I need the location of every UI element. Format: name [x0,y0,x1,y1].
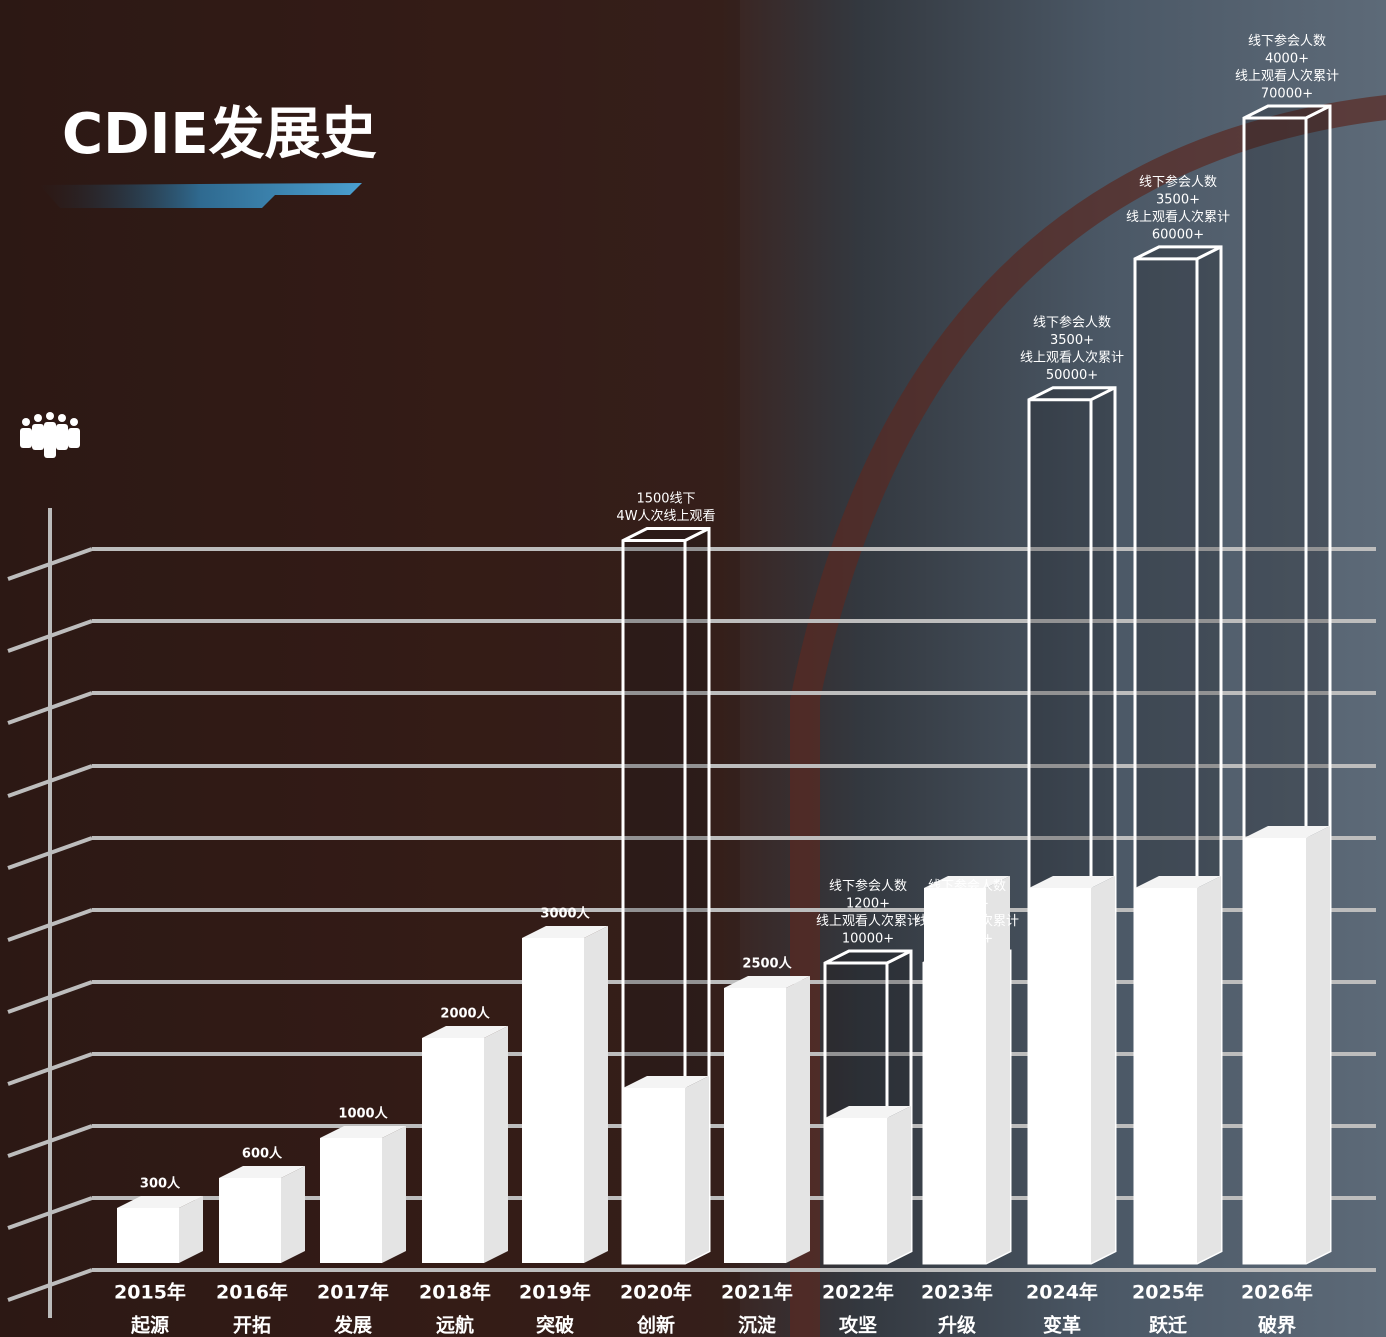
series-name-label: 线下参会人数 [928,878,1006,894]
bar-front [1135,888,1197,1263]
x-tick-label: 2025年 [1132,1281,1204,1304]
stage-label: 突破 [536,1314,574,1337]
series-name-label: 线上观看人次累计 [915,913,1019,929]
value-label: 3500+ [945,897,989,912]
bar-front [724,988,786,1263]
value-label: 1000人 [338,1106,388,1122]
bar-side [281,1166,305,1263]
x-tick-label: 2023年 [921,1281,993,1304]
x-tick-label: 2017年 [317,1281,389,1304]
series-name-label: 线下参会人数 [1033,315,1111,331]
value-label: 2000人 [440,1006,490,1022]
series-name-label: 线下参会人数 [1248,33,1326,49]
value-label: 1200+ [846,897,890,912]
x-tick-label: 2019年 [519,1281,591,1304]
series-name-label: 线上观看人次累计 [816,913,920,929]
offline-bar [724,976,810,1263]
stage-label: 沉淀 [738,1314,777,1337]
value-label: 70000+ [1261,87,1313,102]
value-label: 1500线下 [636,492,695,507]
bar-side [1197,876,1221,1263]
x-tick-label: 2026年 [1241,1281,1313,1304]
offline-bar [320,1126,406,1263]
offline-bar [1135,876,1221,1263]
stage-label: 攻坚 [839,1314,877,1337]
value-label: 4W人次线上观看 [616,508,715,524]
series-name-label: 线下参会人数 [1139,174,1217,190]
value-label: 3000人 [540,906,590,922]
chart-title: CDIE发展史 [62,102,377,167]
value-label: 60000+ [1152,227,1204,242]
value-label: 3500+ [1156,192,1200,207]
bar-side [887,1106,911,1263]
stage-label: 升级 [938,1314,976,1337]
x-tick-label: 2018年 [419,1281,491,1304]
bar-side [1306,826,1330,1263]
offline-bar [825,1106,911,1263]
x-tick-label: 2022年 [822,1281,894,1304]
bar-side [382,1126,406,1263]
bar-side [786,976,810,1263]
stage-label: 变革 [1043,1314,1081,1337]
x-tick-label: 2024年 [1026,1281,1098,1304]
bar-front [1244,838,1306,1263]
bar-front [219,1178,281,1263]
value-label: 10000+ [941,932,993,947]
offline-bar [623,1076,709,1263]
bar-side [484,1026,508,1263]
bar-front [623,1088,685,1263]
bar-front [825,1118,887,1263]
bar-side [1091,876,1115,1263]
bar-front [522,938,584,1263]
offline-bar [117,1196,203,1263]
series-name-label: 线下参会人数 [829,878,907,894]
offline-bar [1244,826,1330,1263]
bar-front [320,1138,382,1263]
stage-label: 跃迁 [1149,1315,1187,1337]
bar-front [117,1208,179,1263]
bar-side [685,1076,709,1263]
series-name-label: 线上观看人次累计 [1235,68,1339,84]
offline-bar [1029,876,1115,1263]
stage-label: 创新 [636,1314,675,1337]
value-label: 10000+ [842,932,894,947]
chart: CDIE发展史 300人 2015年起源 600人 2016年开拓 1000人 2017年… [0,0,1386,1337]
offline-bar [219,1166,305,1263]
stage-label: 起源 [130,1314,169,1337]
page: CDIE发展史 300人 2015年起源 600人 2016年开拓 1000人 2017年… [0,0,1386,1337]
x-tick-label: 2021年 [721,1281,793,1304]
value-label: 4000+ [1265,52,1309,67]
value-label: 50000+ [1046,368,1098,383]
stage-label: 开拓 [233,1314,271,1337]
bar-front [422,1038,484,1263]
stage-label: 破界 [1258,1315,1296,1337]
x-tick-label: 2020年 [620,1281,692,1304]
value-label: 3500+ [1050,333,1094,348]
stage-label: 发展 [333,1314,372,1337]
x-tick-label: 2015年 [114,1281,186,1304]
value-label: 600人 [242,1146,283,1162]
bar-front [1029,888,1091,1263]
stage-label: 远航 [436,1314,474,1337]
bar-side [584,926,608,1263]
value-label: 2500人 [742,956,792,972]
value-label: 300人 [140,1176,181,1192]
offline-bar [522,926,608,1263]
offline-bar [422,1026,508,1263]
x-tick-label: 2016年 [216,1281,288,1304]
series-name-label: 线上观看人次累计 [1126,209,1230,225]
series-name-label: 线上观看人次累计 [1020,350,1124,366]
